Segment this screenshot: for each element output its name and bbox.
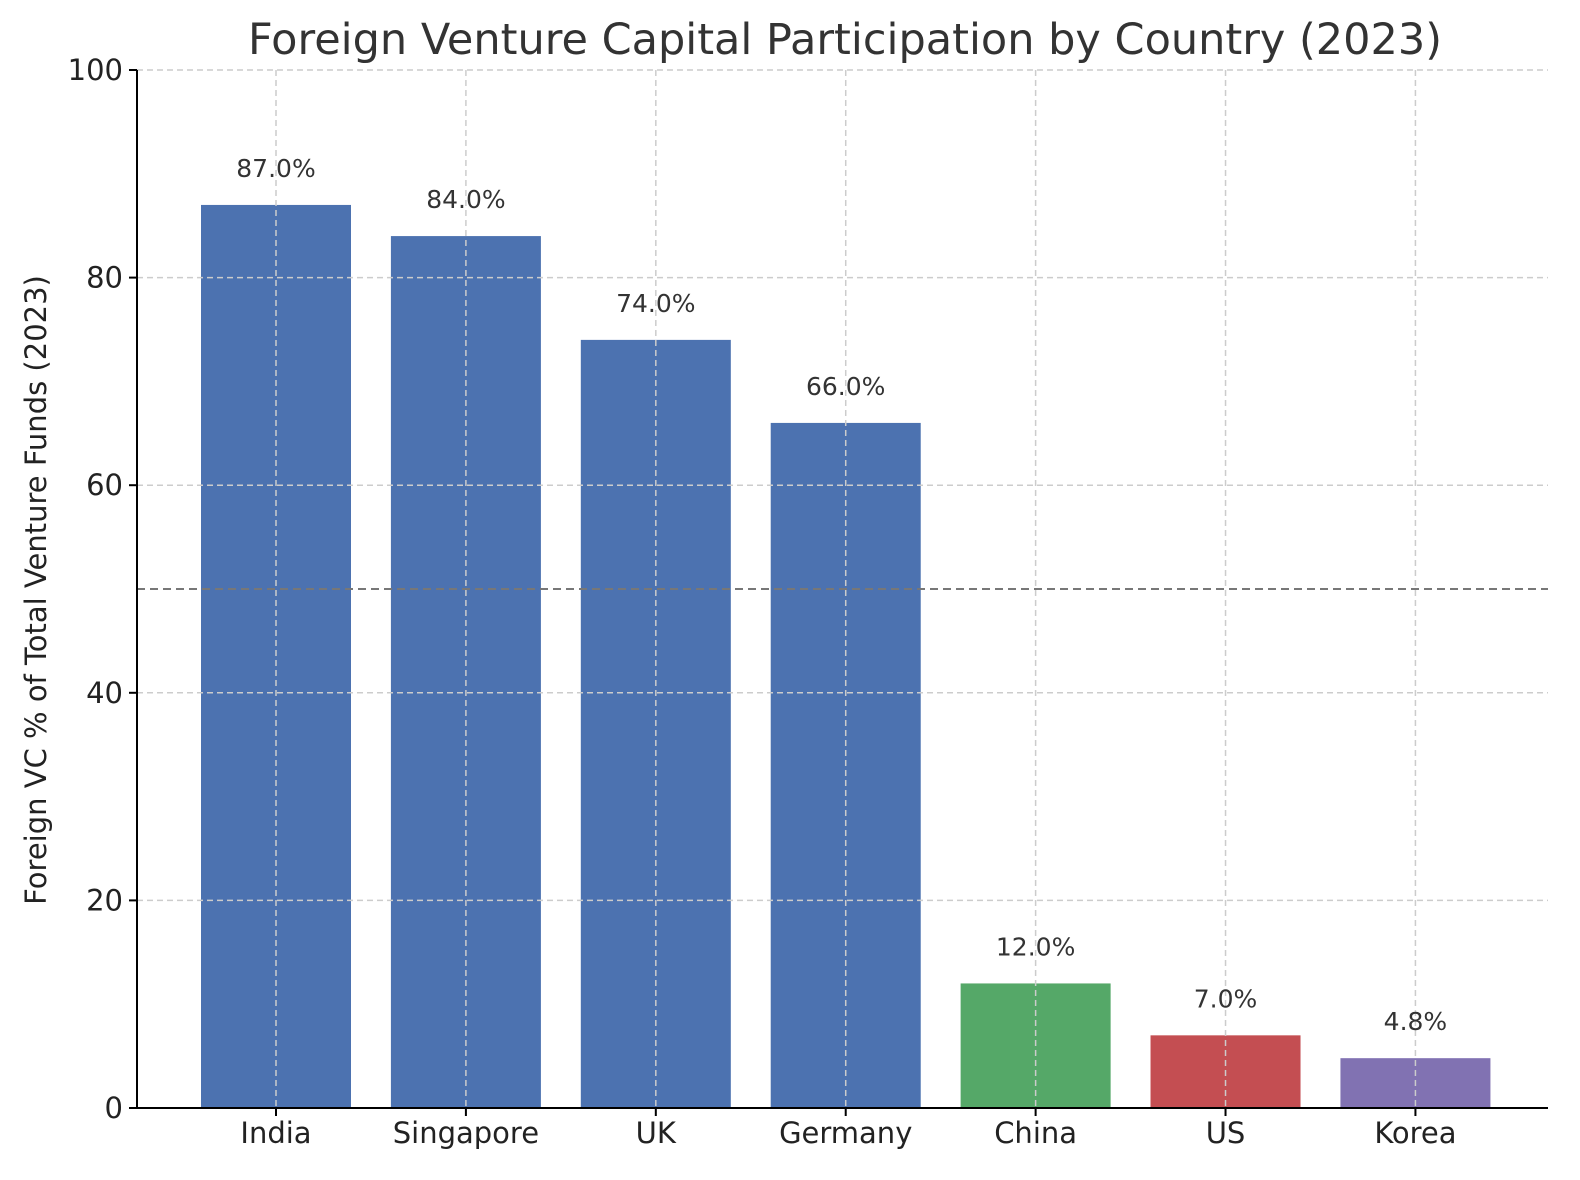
data-label-us: 7.0% [1194, 984, 1258, 1013]
x-tick-label-china: China [994, 1116, 1077, 1150]
y-tick-label: 0 [105, 1091, 123, 1125]
y-axis-label: Foreign VC % of Total Venture Funds (202… [19, 275, 53, 905]
data-label-korea: 4.8% [1384, 1007, 1448, 1036]
data-labels-layer: 87.0% 84.0% 74.0% 66.0% 12.0% 7.0% 4.8% [236, 154, 1447, 1036]
tick-labels-layer: 0 20 40 60 80 100 India Singapore UK Germany China… [68, 53, 1457, 1150]
x-tick-label-us: US [1206, 1116, 1246, 1150]
y-tick-label: 60 [86, 468, 123, 502]
x-tick-label-singapore: Singapore [393, 1116, 539, 1150]
x-tick-label-india: India [240, 1116, 311, 1150]
axes-layer [129, 69, 1548, 1116]
x-tick-label-korea: Korea [1374, 1116, 1456, 1150]
y-tick-label: 20 [86, 883, 123, 917]
data-label-india: 87.0% [236, 154, 315, 183]
y-tick-label: 40 [86, 676, 123, 710]
chart-title: Foreign Venture Capital Participation by… [248, 15, 1442, 65]
y-tick-label: 100 [68, 53, 123, 87]
data-label-china: 12.0% [996, 932, 1075, 961]
data-label-singapore: 84.0% [426, 185, 505, 214]
data-label-germany: 66.0% [806, 372, 885, 401]
y-tick-label: 80 [86, 261, 123, 295]
data-label-uk: 74.0% [616, 289, 695, 318]
x-tick-label-uk: UK [636, 1116, 677, 1150]
x-tick-label-germany: Germany [779, 1116, 912, 1150]
